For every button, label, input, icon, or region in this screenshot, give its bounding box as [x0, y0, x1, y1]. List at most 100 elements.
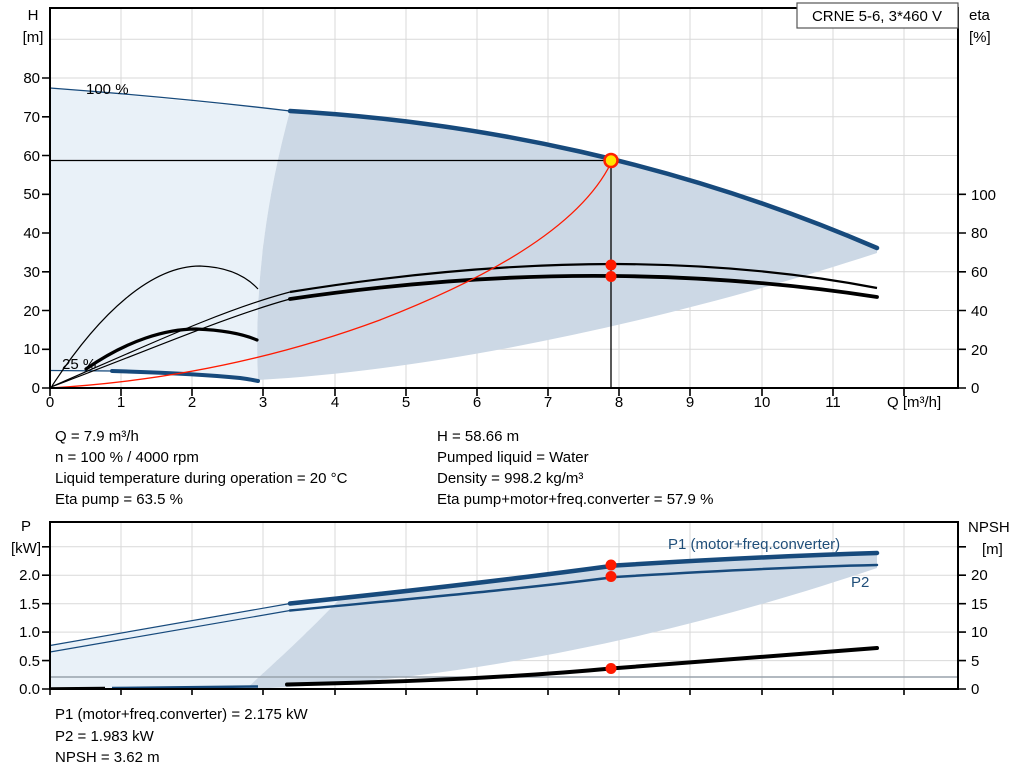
eta-pump-25-curve — [51, 265, 259, 387]
top-left-ticks — [42, 77, 50, 389]
svg-text:6: 6 — [473, 394, 481, 411]
eta-pump-marker — [605, 259, 617, 271]
readout-p1: P1 (motor+freq.converter) = 2.175 kW — [55, 706, 308, 723]
svg-text:10: 10 — [23, 341, 40, 358]
power-envelope-dark — [246, 553, 877, 689]
svg-text:20: 20 — [971, 342, 988, 359]
readout-npsh: NPSH = 3.62 m — [55, 749, 160, 766]
top-left-tick-labels: 80 70 60 50 40 30 20 10 0 — [23, 70, 40, 397]
svg-text:2: 2 — [188, 394, 196, 411]
svg-text:11: 11 — [825, 394, 841, 411]
eta-total-25-curve — [84, 327, 259, 371]
readout-p2: P2 = 1.983 kW — [55, 728, 155, 745]
svg-text:1.0: 1.0 — [19, 624, 40, 641]
svg-text:40: 40 — [971, 303, 988, 320]
bottom-x-ticks — [49, 689, 905, 695]
svg-text:50: 50 — [23, 186, 40, 203]
pump-curve-100-thick — [287, 108, 880, 251]
envelope-dark-region — [257, 111, 877, 380]
pump-curve-25-thin — [49, 369, 113, 372]
p1-marker — [605, 559, 617, 571]
power-envelope-light — [50, 596, 342, 689]
svg-text:0: 0 — [32, 380, 40, 397]
svg-text:[m]: [m] — [982, 541, 1003, 558]
bottom-left-tick-labels: 2.0 1.5 1.0 0.5 0.0 — [19, 567, 40, 698]
svg-text:60: 60 — [23, 148, 40, 165]
p2-curve-label: P2 — [851, 574, 869, 591]
svg-text:4: 4 — [331, 394, 339, 411]
top-right-tick-labels: 100 80 60 40 20 0 — [971, 187, 996, 397]
svg-text:40: 40 — [23, 225, 40, 242]
svg-text:7: 7 — [544, 394, 552, 411]
top-x-ticks — [49, 388, 905, 396]
svg-text:[kW]: [kW] — [11, 540, 41, 557]
readout-liquid: Pumped liquid = Water — [437, 449, 589, 466]
svg-text:0.0: 0.0 — [19, 681, 40, 698]
svg-text:5: 5 — [402, 394, 410, 411]
svg-text:8: 8 — [615, 394, 623, 411]
pump-title-box — [796, 2, 959, 29]
svg-text:[%]: [%] — [969, 29, 991, 46]
svg-text:60: 60 — [971, 264, 988, 281]
readout-eta-total: Eta pump+motor+freq.converter = 57.9 % — [437, 491, 713, 508]
svg-text:0: 0 — [971, 380, 979, 397]
pump-curve-100-thin — [49, 87, 291, 112]
duty-readouts-top: Q = 7.9 m³/h n = 100 % / 4000 rpm Liquid… — [55, 428, 713, 508]
svg-text:10: 10 — [754, 394, 771, 411]
operating-point-marker — [603, 152, 619, 169]
top-chart: 80 70 60 50 40 30 20 10 0 100 80 60 40 2… — [23, 2, 996, 411]
readout-eta-pump: Eta pump = 63.5 % — [55, 491, 183, 508]
top-plot-frame — [49, 7, 959, 389]
bottom-axis-titles: P [kW] NPSH [m] — [11, 518, 1010, 558]
svg-text:0.5: 0.5 — [19, 653, 40, 670]
svg-text:80: 80 — [23, 70, 40, 87]
speed-25-label: 25 % — [62, 356, 96, 373]
readout-n: n = 100 % / 4000 rpm — [55, 449, 199, 466]
pump-curve-25-thick — [110, 369, 260, 383]
svg-text:5: 5 — [971, 653, 979, 670]
bottom-right-ticks — [958, 546, 966, 690]
p1-curve-thin — [49, 602, 291, 647]
npsh-marker — [605, 663, 617, 674]
svg-text:P: P — [21, 518, 31, 535]
svg-text:100: 100 — [971, 187, 996, 204]
svg-text:1: 1 — [117, 394, 125, 411]
eta-total-leadin — [50, 298, 291, 388]
svg-text:70: 70 — [23, 109, 40, 126]
x-axis-unit-label: Q [m³/h] — [887, 394, 941, 411]
svg-text:30: 30 — [23, 264, 40, 281]
bottom-left-ticks — [42, 546, 50, 690]
svg-text:0: 0 — [971, 681, 979, 698]
top-axis-titles: H [m] eta [%] — [23, 7, 991, 46]
p-curve-25 — [111, 685, 259, 690]
svg-text:9: 9 — [686, 394, 694, 411]
system-curve — [49, 162, 612, 389]
svg-text:15: 15 — [971, 596, 988, 613]
top-x-tick-labels: 0 1 2 3 4 5 6 7 8 9 10 11 Q [m³/h] — [46, 394, 941, 411]
svg-text:80: 80 — [971, 225, 988, 242]
readout-q: Q = 7.9 m³/h — [55, 428, 139, 445]
p2-marker — [605, 571, 617, 582]
readout-density: Density = 998.2 kg/m³ — [437, 470, 583, 487]
svg-text:0: 0 — [46, 394, 54, 411]
svg-text:[m]: [m] — [23, 29, 44, 46]
readout-h: H = 58.66 m — [437, 428, 519, 445]
svg-text:20: 20 — [971, 567, 988, 584]
svg-text:3: 3 — [259, 394, 267, 411]
speed-100-label: 100 % — [86, 81, 129, 98]
svg-text:2.0: 2.0 — [19, 567, 40, 584]
svg-text:1.5: 1.5 — [19, 596, 40, 613]
eta-total-marker — [605, 271, 617, 282]
svg-text:20: 20 — [23, 303, 40, 320]
svg-text:NPSH: NPSH — [968, 519, 1010, 536]
readout-temp: Liquid temperature during operation = 20… — [55, 470, 348, 487]
svg-text:H: H — [28, 7, 39, 24]
p1-curve-label: P1 (motor+freq.converter) — [668, 536, 840, 553]
envelope-light-region — [50, 88, 290, 380]
svg-text:10: 10 — [971, 624, 988, 641]
duty-readouts-bottom: P1 (motor+freq.converter) = 2.175 kW P2 … — [55, 706, 308, 766]
top-right-ticks — [958, 193, 966, 389]
bottom-plot-frame — [49, 521, 959, 690]
